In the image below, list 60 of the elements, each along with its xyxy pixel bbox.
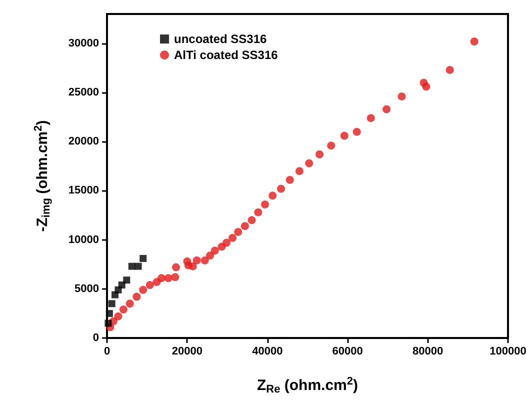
point	[422, 82, 430, 91]
point	[171, 273, 180, 282]
point	[261, 200, 269, 208]
point	[104, 320, 112, 327]
point	[222, 238, 230, 247]
point	[158, 274, 166, 282]
y-tick-label: 30000	[68, 37, 99, 50]
point	[240, 222, 249, 230]
y-tick-label: 20000	[68, 136, 99, 148]
point	[126, 300, 134, 308]
x-tick-label: 80000	[412, 346, 444, 358]
point	[352, 128, 361, 136]
point	[200, 256, 209, 264]
point	[114, 312, 122, 320]
point	[139, 286, 148, 294]
y-tick-label: 10000	[68, 234, 99, 246]
point	[134, 262, 142, 270]
point	[234, 228, 242, 236]
point	[210, 246, 219, 255]
x-tick-label: 0	[104, 346, 110, 358]
point	[132, 292, 141, 301]
point	[286, 176, 294, 184]
point	[398, 92, 406, 100]
y-axis-title: -Zimg (ohm.cm2)	[32, 120, 52, 232]
point	[140, 254, 147, 262]
point	[277, 184, 286, 193]
point	[188, 262, 197, 270]
point	[268, 192, 277, 200]
point	[340, 132, 348, 140]
y-tick-label: 0	[92, 332, 99, 344]
point	[123, 276, 130, 284]
point	[146, 280, 154, 289]
x-tick-label: 20000	[172, 346, 202, 358]
point	[254, 208, 262, 216]
y-tick-label: 5000	[74, 282, 99, 295]
point	[446, 66, 454, 74]
x-tick-label: 40000	[252, 346, 283, 358]
x-tick-label: 60000	[332, 346, 363, 358]
x-tick-label: 100000	[490, 346, 526, 358]
point	[327, 142, 336, 150]
point	[295, 167, 304, 176]
point	[172, 263, 180, 272]
point	[382, 105, 390, 114]
point	[206, 252, 214, 260]
point	[305, 159, 314, 168]
point	[192, 256, 201, 264]
point	[106, 310, 113, 317]
point	[316, 150, 324, 158]
y-tick-label: 25000	[68, 86, 99, 99]
legend-label: uncoated SS316	[174, 32, 268, 46]
point	[228, 234, 237, 242]
point	[164, 274, 172, 282]
point	[248, 216, 256, 224]
point	[108, 300, 116, 308]
point	[119, 306, 128, 314]
legend-label: AlTi coated SS316	[174, 48, 278, 62]
point	[470, 37, 478, 46]
point	[366, 114, 375, 122]
point	[128, 262, 136, 270]
y-tick-label: 15000	[68, 184, 99, 197]
